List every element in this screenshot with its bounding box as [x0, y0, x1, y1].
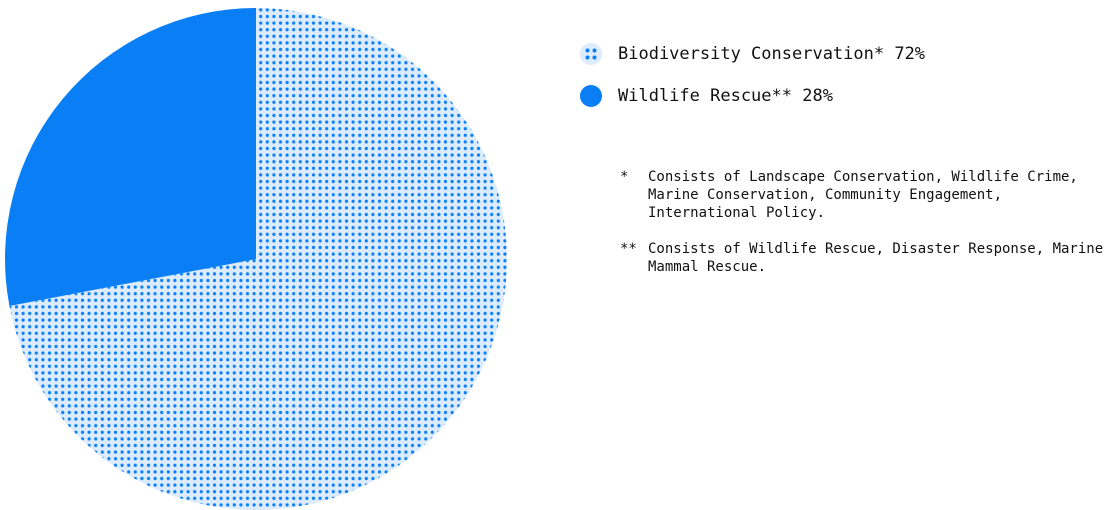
pie-slice-biodiversity-conservation [9, 8, 507, 510]
solid-swatch-icon [580, 85, 602, 107]
footnote-biodiversity: * Consists of Landscape Conservation, Wi… [620, 168, 1115, 222]
footnote-text: Consists of Landscape Conservation, Wild… [648, 169, 1078, 221]
legend-item-wildlife-rescue: Wildlife Rescue** 28% [580, 82, 925, 110]
footnote-text: Consists of Wildlife Rescue, Disaster Re… [648, 241, 1104, 275]
pie-chart [4, 8, 507, 510]
footnote-marker: ** [620, 241, 637, 257]
legend-label-biodiversity-conservation: Biodiversity Conservation* 72% [618, 44, 926, 64]
legend-item-biodiversity-conservation: Biodiversity Conservation* 72% [580, 40, 925, 68]
footnotes: * Consists of Landscape Conservation, Wi… [620, 168, 1115, 294]
footnote-wildlife-rescue: ** Consists of Wildlife Rescue, Disaster… [620, 240, 1115, 276]
footnote-marker: * [620, 169, 629, 185]
pie-slices [4, 8, 507, 510]
legend-label-wildlife-rescue: Wildlife Rescue** 28% [618, 86, 833, 106]
dotted-swatch-icon [580, 43, 602, 65]
legend: Biodiversity Conservation* 72% Wildlife … [580, 40, 925, 124]
pie-slice-wildlife-rescue [4, 8, 257, 307]
